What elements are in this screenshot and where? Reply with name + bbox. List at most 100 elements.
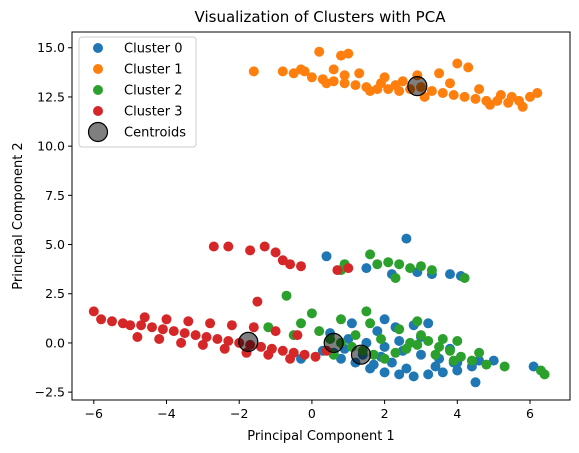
- data-point: [394, 336, 405, 346]
- data-point: [372, 259, 383, 270]
- data-point: [506, 91, 517, 102]
- y-tick-label: 2.5: [45, 286, 65, 301]
- data-point: [528, 361, 539, 372]
- data-point: [306, 72, 317, 83]
- data-point: [281, 290, 292, 301]
- data-point: [423, 318, 434, 329]
- data-point: [336, 314, 346, 325]
- data-point: [379, 314, 390, 325]
- legend-swatch: [93, 106, 103, 116]
- data-point: [296, 64, 306, 75]
- data-point: [448, 90, 459, 100]
- data-point: [379, 353, 390, 364]
- data-point: [368, 359, 379, 370]
- y-tick-label: 5.0: [45, 237, 65, 252]
- data-point: [96, 314, 107, 325]
- y-tick-label: 12.5: [37, 89, 65, 104]
- data-point: [426, 265, 437, 276]
- centroid-marker: [323, 332, 344, 353]
- data-point: [394, 324, 405, 335]
- data-point: [474, 347, 485, 358]
- legend-item: Cluster 2: [93, 84, 183, 99]
- data-point: [277, 66, 288, 77]
- data-point: [296, 318, 306, 329]
- data-point: [306, 308, 317, 319]
- data-point: [426, 86, 437, 96]
- data-point: [212, 334, 223, 344]
- data-point: [452, 58, 463, 69]
- series-2: [263, 249, 550, 380]
- data-point: [517, 101, 528, 112]
- data-point: [223, 336, 234, 346]
- data-point: [423, 369, 434, 380]
- data-point: [321, 78, 332, 89]
- data-point: [154, 334, 165, 344]
- data-point: [183, 316, 194, 327]
- data-point: [430, 361, 441, 372]
- data-point: [248, 322, 259, 333]
- y-axis: −2.5 0.0 2.5 5.0 7.5 10.0 12.5 15.0: [35, 40, 72, 400]
- data-point: [161, 314, 172, 325]
- data-point: [463, 62, 474, 73]
- y-tick-label: 10.0: [37, 139, 65, 154]
- data-point: [452, 365, 463, 376]
- data-point: [470, 377, 481, 388]
- data-point: [223, 241, 234, 252]
- legend-centroid-swatch: [87, 121, 109, 143]
- data-point: [292, 330, 303, 341]
- legend-label: Cluster 0: [124, 42, 183, 57]
- legend-label: Cluster 3: [124, 105, 183, 120]
- series-3: [88, 241, 354, 364]
- data-point: [401, 363, 412, 374]
- data-point: [179, 328, 190, 339]
- data-point: [285, 259, 296, 270]
- data-point: [270, 326, 281, 337]
- data-point: [394, 259, 405, 270]
- data-point: [474, 355, 485, 366]
- data-point: [448, 355, 459, 366]
- data-point: [437, 334, 448, 344]
- data-point: [339, 70, 350, 81]
- legend-item: Cluster 1: [93, 63, 183, 78]
- plot-area: [88, 46, 550, 388]
- x-tick-label: −4: [157, 406, 175, 421]
- data-point: [361, 306, 372, 317]
- data-point: [252, 296, 263, 307]
- data-point: [488, 355, 499, 366]
- data-point: [379, 367, 390, 378]
- y-tick-label: 15.0: [37, 40, 65, 55]
- data-point: [125, 320, 136, 331]
- data-point: [259, 241, 270, 252]
- centroid-marker: [407, 75, 428, 97]
- data-point: [470, 93, 481, 104]
- x-tick-label: −2: [230, 406, 248, 421]
- y-axis-title: Principal Component 2: [11, 142, 26, 289]
- x-tick-label: 2: [381, 406, 389, 421]
- centroids: [238, 75, 428, 365]
- data-point: [459, 91, 470, 102]
- data-point: [452, 336, 463, 346]
- data-point: [532, 88, 543, 98]
- x-axis-title: Principal Component 1: [247, 429, 394, 444]
- data-point: [445, 78, 455, 89]
- data-point: [390, 273, 401, 283]
- data-point: [328, 64, 339, 75]
- data-point: [401, 233, 412, 244]
- data-point: [248, 66, 259, 77]
- legend-swatch: [93, 64, 103, 74]
- data-point: [390, 347, 401, 358]
- legend-item: Cluster 3: [93, 105, 183, 120]
- data-point: [343, 48, 354, 59]
- data-point: [376, 78, 386, 89]
- data-point: [226, 320, 237, 331]
- x-axis: −6 −4 −2 0 2 4 6: [85, 400, 534, 421]
- data-point: [256, 341, 266, 352]
- legend: Cluster 0 Cluster 1 Cluster 2 Cluster 3 Cent…: [78, 36, 197, 148]
- data-point: [314, 46, 325, 57]
- data-point: [190, 330, 201, 341]
- data-point: [405, 263, 416, 274]
- data-point: [132, 332, 143, 342]
- series-1: [248, 46, 543, 112]
- data-point: [350, 330, 361, 341]
- data-point: [474, 84, 485, 95]
